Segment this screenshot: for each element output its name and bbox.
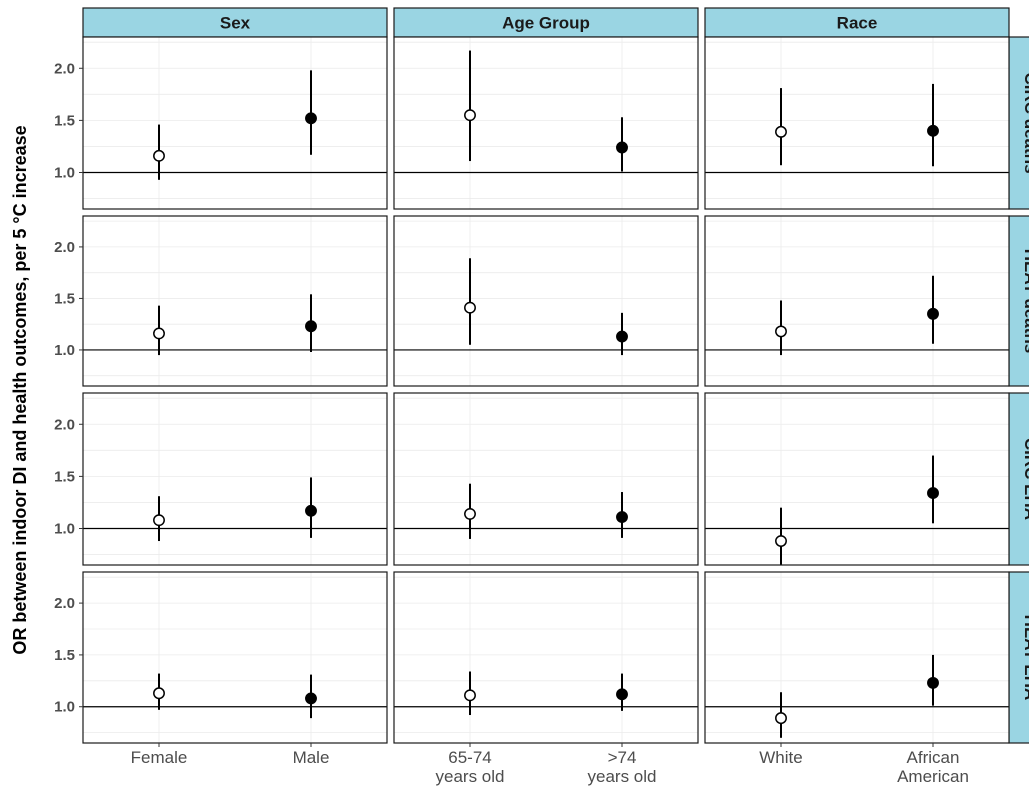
point-open xyxy=(153,514,165,527)
y-tick-label: 2.0 xyxy=(54,60,75,77)
panel-background xyxy=(394,572,698,743)
point-filled xyxy=(616,141,628,154)
point-filled xyxy=(616,688,628,701)
panel-background xyxy=(83,216,387,386)
panel-border xyxy=(704,36,1010,210)
x-tick-label: Male xyxy=(293,748,330,767)
y-tick-label: 2.0 xyxy=(54,595,75,612)
column-strip-label: Sex xyxy=(220,14,251,33)
y-tick-label: 1.5 xyxy=(54,647,75,664)
point-filled xyxy=(305,504,317,517)
point-filled xyxy=(927,676,939,689)
y-tick-label: 2.0 xyxy=(54,416,75,433)
x-tick-label: 65-74 years old xyxy=(436,748,505,786)
panel-border xyxy=(704,215,1010,387)
point-open xyxy=(153,687,165,700)
y-axis-title: OR between indoor DI and health outcomes… xyxy=(10,125,30,654)
row-strip-label: HEAT deaths xyxy=(1021,249,1029,354)
point-filled xyxy=(927,307,939,320)
point-filled xyxy=(616,511,628,523)
panel-border xyxy=(82,571,388,744)
panel-background xyxy=(394,37,698,209)
point-open xyxy=(464,689,476,702)
column-strip-label: Age Group xyxy=(502,14,590,33)
point-open xyxy=(153,327,165,340)
panel-background xyxy=(705,572,1009,743)
point-filled xyxy=(305,320,317,333)
panel-border xyxy=(393,36,699,210)
point-open xyxy=(464,301,476,314)
y-tick-label: 1.0 xyxy=(54,521,75,538)
point-open xyxy=(464,507,476,520)
column-strip xyxy=(393,7,699,38)
panel-background xyxy=(394,393,698,565)
point-filled xyxy=(305,112,317,125)
x-tick-label: >74 years old xyxy=(588,748,657,786)
panel-background xyxy=(394,216,698,386)
y-tick-label: 1.0 xyxy=(54,342,75,359)
panel-border xyxy=(82,215,388,387)
y-tick-label: 2.0 xyxy=(54,239,75,256)
point-open xyxy=(153,149,165,162)
row-strip-label: CIRC EHA xyxy=(1021,438,1029,520)
panel-border xyxy=(393,571,699,744)
point-filled xyxy=(305,692,317,705)
panel-background xyxy=(705,216,1009,386)
row-strip-label: CIRC deaths xyxy=(1021,72,1029,173)
panel-background xyxy=(83,37,387,209)
point-open xyxy=(775,325,787,338)
panel-background xyxy=(705,393,1009,565)
panel-border xyxy=(82,36,388,210)
x-tick-label: African American xyxy=(897,748,969,786)
panel-border xyxy=(82,392,388,566)
y-tick-label: 1.5 xyxy=(54,112,75,129)
point-open xyxy=(775,535,787,547)
x-tick-label: White xyxy=(759,748,802,767)
row-strip-label: HEAT EHA xyxy=(1021,615,1029,701)
y-tick-label: 1.0 xyxy=(54,165,75,182)
panel-border xyxy=(704,392,1010,566)
point-filled xyxy=(927,487,939,500)
y-tick-label: 1.0 xyxy=(54,699,75,716)
point-open xyxy=(775,712,787,725)
y-tick-label: 1.5 xyxy=(54,290,75,307)
panel-border xyxy=(704,571,1010,744)
panel-background xyxy=(83,572,387,743)
column-strip xyxy=(82,7,388,38)
point-filled xyxy=(616,330,628,343)
point-filled xyxy=(927,124,939,137)
y-tick-label: 1.5 xyxy=(54,468,75,485)
panel-background xyxy=(705,37,1009,209)
x-tick-label: Female xyxy=(131,748,188,767)
panel-background xyxy=(83,393,387,565)
point-open xyxy=(775,125,787,138)
point-open xyxy=(464,109,476,122)
column-strip-label: Race xyxy=(837,14,878,33)
panel-border xyxy=(393,215,699,387)
panel-border xyxy=(393,392,699,566)
